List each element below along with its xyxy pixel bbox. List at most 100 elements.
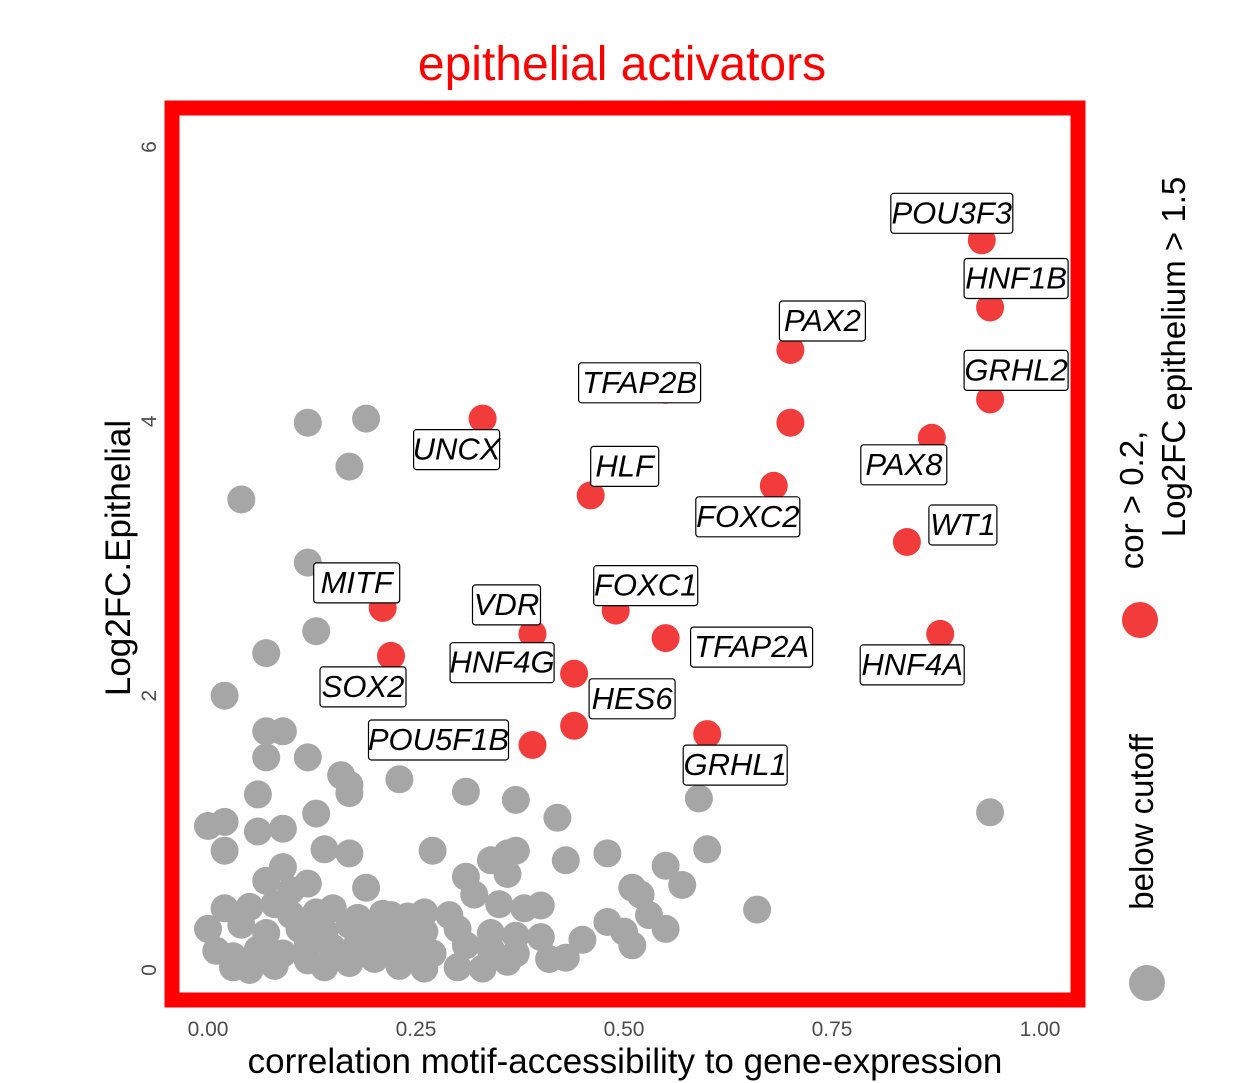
below-cutoff-point (501, 836, 530, 865)
point-label: GRHL1 (682, 744, 788, 786)
point-label: POU3F3 (890, 192, 1014, 234)
point-label-text: WT1 (930, 507, 995, 542)
y-tick-label: 2 (138, 690, 161, 702)
below-cutoff-point (293, 408, 322, 437)
below-cutoff-point (551, 943, 580, 972)
below-cutoff-point (252, 639, 281, 668)
y-tick-label: 0 (138, 964, 161, 976)
point-label-text: UNCX (413, 432, 502, 467)
point-label-box (413, 429, 501, 471)
highlight-point (892, 528, 921, 556)
highlight-point (776, 408, 805, 437)
below-cutoff-point (443, 953, 472, 982)
below-cutoff-point (302, 799, 331, 828)
point-label-text: FOXC2 (696, 499, 799, 534)
below-cutoff-point (235, 956, 264, 984)
below-cutoff-point (252, 743, 281, 772)
point-label-box (689, 626, 814, 668)
below-cutoff-point (418, 836, 447, 865)
highlight-point (926, 619, 955, 648)
point-label: SOX2 (319, 666, 407, 708)
point-label: HNF4A (859, 644, 965, 686)
below-cutoff-point (485, 890, 514, 919)
legend-label-below: below cutoff (1123, 733, 1160, 909)
point-label: PAX2 (778, 300, 867, 342)
below-cutoff-point (618, 931, 647, 960)
legend-label-highlight-line2: Log2FC epithelium > 1.5 (1155, 177, 1192, 537)
point-label-text: GRHL1 (684, 747, 787, 782)
point-label-box (577, 362, 702, 404)
point-label-text: VDR (474, 587, 539, 622)
below-cutoff-point (543, 803, 572, 832)
below-cutoff-point (352, 873, 381, 902)
x-tick-label: 0.25 (396, 1018, 437, 1041)
point-label: MITF (313, 562, 401, 604)
point-label: HES6 (588, 678, 676, 720)
below-cutoff-point (976, 798, 1005, 827)
below-cutoff-point (335, 949, 364, 978)
highlight-point (976, 385, 1005, 414)
y-tick-label: 4 (138, 415, 161, 427)
legend-marker-highlight (1122, 602, 1158, 638)
highlight-point (560, 659, 589, 688)
point-label-text: PAX8 (865, 447, 943, 482)
point-label-text: FOXC1 (594, 568, 697, 603)
below-cutoff-point (260, 951, 289, 980)
point-label: WT1 (928, 504, 998, 546)
highlight-point (560, 711, 589, 740)
highlight-point (576, 481, 605, 510)
below-cutoff-point (352, 404, 381, 433)
highlight-point (776, 336, 805, 364)
point-label-text: POU3F3 (891, 195, 1012, 230)
below-cutoff-point (227, 485, 256, 514)
below-cutoff-point (684, 784, 713, 813)
below-cutoff-point (501, 785, 530, 814)
below-cutoff-point (568, 925, 597, 954)
highlight-point (976, 293, 1005, 322)
point-label-text: TFAP2B (582, 365, 697, 400)
below-cutoff-point (493, 860, 522, 888)
below-cutoff-point (194, 914, 222, 943)
point-label-box (695, 496, 801, 538)
below-cutoff-point (410, 898, 439, 927)
point-label-text: POU5F1B (368, 722, 509, 757)
highlight-point (518, 731, 547, 759)
points-layer (194, 226, 1005, 984)
point-label-box (593, 564, 699, 607)
point-label: HLF (590, 445, 660, 487)
point-label: PAX8 (860, 444, 948, 486)
point-label-box (313, 562, 401, 604)
x-axis-ticks: 0.00 0.25 0.50 0.75 1.00 (188, 1018, 1061, 1041)
below-cutoff-point (252, 866, 281, 895)
legend: cor > 0.2, Log2FC epithelium > 1.5 below… (1113, 177, 1192, 1001)
legend-marker-below (1129, 965, 1165, 1001)
point-label: FOXC1 (593, 564, 699, 607)
point-label-box (890, 192, 1014, 234)
x-tick-label: 0.00 (188, 1018, 229, 1041)
point-label: POU5F1B (368, 719, 509, 761)
point-label: GRHL2 (963, 349, 1069, 391)
highlight-point (693, 720, 722, 749)
y-axis-label: Log2FC.Epithelial (99, 420, 138, 696)
below-cutoff-point (243, 780, 272, 809)
below-cutoff-point (410, 939, 439, 968)
point-labels-layer: POU3F3 HNF1B PAX2 TFAP2B GRHL2 UNCX PAX8 FOXC2 H… (313, 192, 1069, 786)
below-cutoff-point (277, 876, 306, 905)
below-cutoff-point (551, 846, 580, 875)
point-label-box (928, 504, 998, 546)
point-label-box (590, 445, 660, 487)
point-label: TFAP2A (689, 626, 814, 668)
point-label-box (859, 644, 965, 686)
below-cutoff-point (385, 951, 414, 980)
x-tick-label: 1.00 (1020, 1018, 1061, 1041)
below-cutoff-point (468, 954, 497, 983)
below-cutoff-point (335, 779, 364, 808)
highlight-point (518, 619, 547, 648)
below-cutoff-point (668, 871, 697, 899)
highlight-point (468, 404, 497, 433)
highlight-point (651, 624, 680, 653)
below-cutoff-point (310, 835, 339, 864)
point-label-text: MITF (321, 565, 395, 600)
x-tick-label: 0.75 (812, 1018, 853, 1041)
